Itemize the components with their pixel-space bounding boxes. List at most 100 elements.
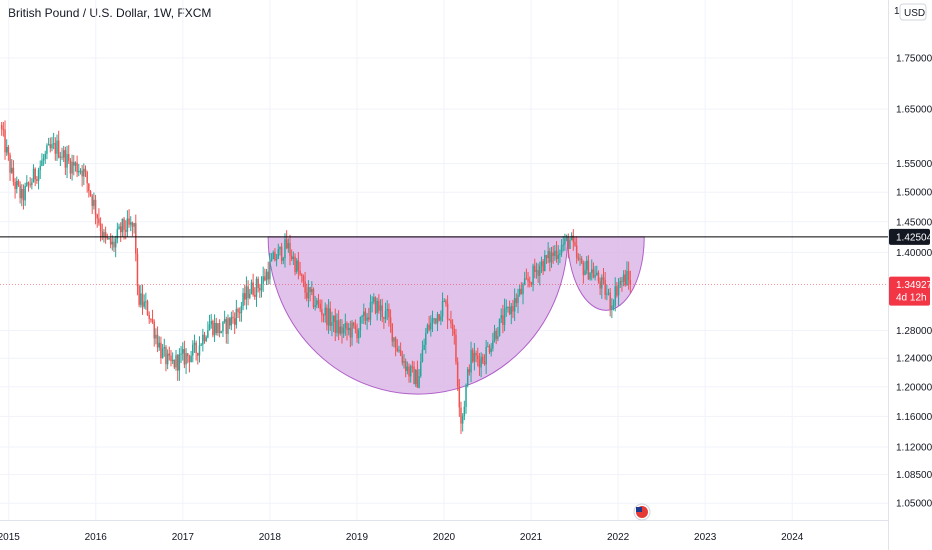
candle-body	[540, 261, 543, 267]
candle-body	[579, 258, 581, 260]
candle-body	[371, 301, 373, 303]
candle-body	[9, 154, 11, 173]
candle-body	[550, 252, 553, 263]
horizontal-line-tag-bg	[889, 228, 930, 245]
candle-body	[29, 184, 31, 186]
candle-body	[302, 275, 305, 282]
candle-body	[342, 328, 345, 334]
candle-body	[66, 154, 68, 168]
candle-body	[490, 348, 492, 353]
candle-body	[86, 172, 88, 184]
candle-body	[384, 310, 387, 319]
candle-body	[555, 250, 558, 260]
candle-body	[528, 281, 531, 283]
candle-body	[21, 188, 23, 199]
currency-selector[interactable]: 1 USD	[894, 3, 927, 21]
candle-body	[160, 342, 162, 359]
candle-body	[124, 230, 127, 232]
candle-body	[451, 323, 454, 330]
price-tick-label: 1.28000	[896, 326, 932, 337]
handle-arc[interactable]	[567, 236, 645, 311]
candle-body	[334, 315, 337, 333]
candle-body	[322, 314, 325, 316]
candle-body	[158, 342, 161, 348]
candle-body	[22, 188, 25, 201]
candle-body	[203, 334, 206, 342]
candle-body	[523, 278, 526, 285]
candle-body	[146, 301, 149, 315]
candle-body	[12, 167, 15, 182]
time-axis-labels: 2015 2016 2017 2018 2019 2020 2021 2022 2023 2024	[0, 532, 804, 543]
candle-body	[257, 278, 259, 288]
candle-body	[264, 276, 266, 281]
candle-body	[272, 252, 274, 260]
us-flag-event-icon[interactable]	[633, 503, 651, 521]
candle-body	[104, 232, 107, 237]
candle-body	[607, 292, 610, 294]
candle-body	[408, 366, 410, 377]
candle-body	[513, 298, 516, 312]
candle-body	[389, 317, 392, 324]
candle-body	[403, 361, 405, 363]
candle-body	[10, 167, 13, 173]
candle-body	[374, 297, 377, 313]
candle-body	[357, 330, 360, 339]
candle-body	[98, 218, 100, 224]
candle-body	[170, 355, 172, 362]
candle-body	[394, 337, 397, 348]
candle-body	[606, 293, 608, 295]
flag-canton	[636, 507, 642, 512]
candle-body	[621, 281, 623, 283]
time-tick-label: 2015	[0, 532, 20, 543]
candle-body	[113, 241, 115, 248]
price-tick-label: 1.12000	[896, 442, 932, 453]
price-tick-label: 1.55000	[896, 159, 932, 170]
candle-body	[585, 260, 588, 271]
candle-body	[93, 199, 95, 206]
candle-body	[629, 280, 632, 285]
candle-body	[409, 366, 412, 377]
candle-body	[270, 259, 273, 262]
candle-body	[545, 255, 548, 259]
candle-body	[243, 293, 246, 300]
time-tick-label: 2022	[607, 532, 630, 543]
candle-body	[71, 161, 73, 174]
candle-body	[515, 298, 518, 304]
candle-body	[404, 361, 407, 372]
candle-body	[475, 352, 477, 356]
candle-body	[626, 270, 628, 286]
candle-body	[312, 289, 315, 307]
cup-arc[interactable]	[267, 236, 569, 395]
candle-body	[89, 191, 92, 196]
candle-body	[259, 287, 261, 291]
candle-body	[155, 334, 157, 339]
candle-body	[238, 312, 241, 314]
candle-body	[431, 318, 434, 323]
cup-and-handle-pattern[interactable]	[267, 236, 645, 395]
candle-body	[52, 143, 55, 145]
candle-body	[482, 356, 484, 363]
candle-body	[592, 269, 595, 278]
candle-body	[510, 305, 513, 315]
candle-body	[145, 301, 147, 303]
candle-body	[381, 305, 383, 318]
candle-body	[240, 306, 243, 314]
candle-body	[488, 346, 491, 353]
candle-body	[477, 355, 479, 360]
candle-body	[478, 359, 481, 368]
candle-body	[126, 218, 129, 232]
candle-body	[205, 337, 207, 342]
price-axis[interactable]	[888, 0, 932, 550]
candle-body	[379, 305, 382, 311]
candle-body	[575, 245, 578, 258]
candle-body	[31, 182, 33, 186]
candle-body	[210, 321, 212, 325]
candle-body	[237, 308, 239, 313]
candle-body	[265, 271, 268, 281]
candle-body	[4, 129, 6, 153]
candle-body	[32, 168, 35, 183]
candle-body	[275, 258, 278, 261]
candle-body	[59, 156, 62, 158]
candle-body	[495, 331, 497, 339]
